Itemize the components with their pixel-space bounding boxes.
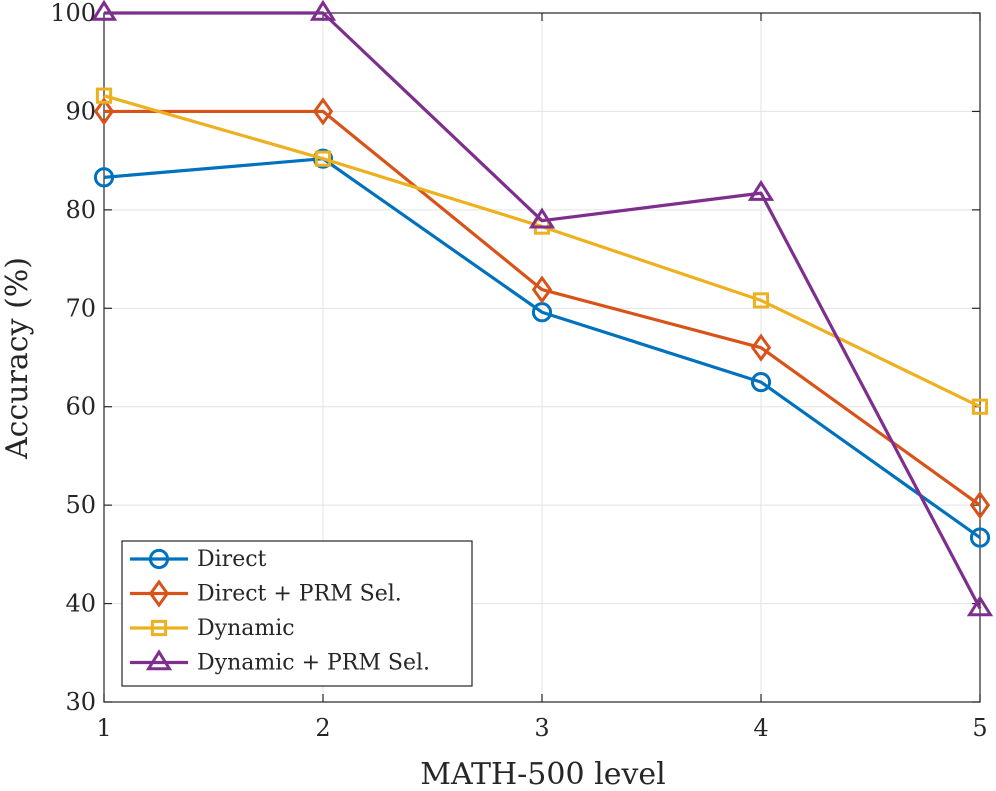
legend-label: Direct (197, 547, 267, 572)
data-point (93, 167, 115, 188)
data-point (312, 97, 334, 126)
y-tick-label: 50 (65, 491, 96, 519)
legend-swatch-marker (148, 548, 170, 570)
y-tick-label: 100 (50, 0, 96, 27)
series-dynamic-prm-sel (90, 0, 994, 617)
legend-item: Dynamic + PRM Sel. (130, 649, 430, 676)
legend-label: Direct + PRM Sel. (197, 582, 402, 607)
legend-swatch-marker (148, 579, 170, 608)
series-line (104, 11, 982, 610)
data-point (309, 0, 337, 21)
series-direct-prm-sel (93, 97, 991, 520)
data-point (752, 292, 770, 309)
data-point (95, 87, 113, 104)
series-lines (90, 0, 994, 617)
data-point (747, 179, 775, 201)
legend-label: Dynamic (197, 616, 295, 641)
x-axis-label: MATH-500 level (420, 757, 666, 791)
data-point (750, 333, 772, 362)
legend-item: Direct (130, 547, 267, 572)
data-point (531, 275, 553, 304)
data-point (90, 0, 118, 21)
legend-item: Direct + PRM Sel. (130, 579, 402, 608)
tick-labels: 1 2 3 4 5 30 40 50 60 70 80 90 100 (50, 0, 987, 742)
data-point (969, 527, 991, 548)
data-point (969, 491, 991, 520)
x-tick-label: 2 (315, 714, 330, 742)
data-point (971, 398, 989, 415)
y-tick-label: 80 (65, 196, 96, 224)
legend: Direct Direct + PRM Sel. Dynamic Dynamic + … (121, 540, 473, 687)
y-tick-label: 40 (65, 590, 96, 618)
data-point (312, 148, 334, 169)
x-tick-label: 5 (972, 714, 987, 742)
y-tick-label: 70 (65, 294, 96, 322)
y-tick-label: 60 (65, 393, 96, 421)
series-line (104, 109, 981, 507)
legend-label: Dynamic + PRM Sel. (197, 651, 430, 676)
y-tick-label: 90 (65, 97, 96, 125)
series-line (103, 157, 981, 539)
data-point (750, 372, 772, 393)
x-tick-label: 1 (96, 714, 111, 742)
x-tick-label: 3 (534, 714, 549, 742)
y-axis-label: Accuracy (%) (0, 257, 35, 460)
data-point (314, 150, 332, 167)
legend-item: Dynamic (130, 616, 295, 641)
data-point (528, 207, 556, 229)
data-point (93, 97, 115, 126)
legend-swatch-marker (150, 619, 168, 637)
legend-swatch-marker (145, 649, 173, 671)
data-point (966, 595, 994, 617)
x-tick-label: 4 (753, 714, 768, 742)
y-tick-label: 30 (65, 688, 96, 716)
